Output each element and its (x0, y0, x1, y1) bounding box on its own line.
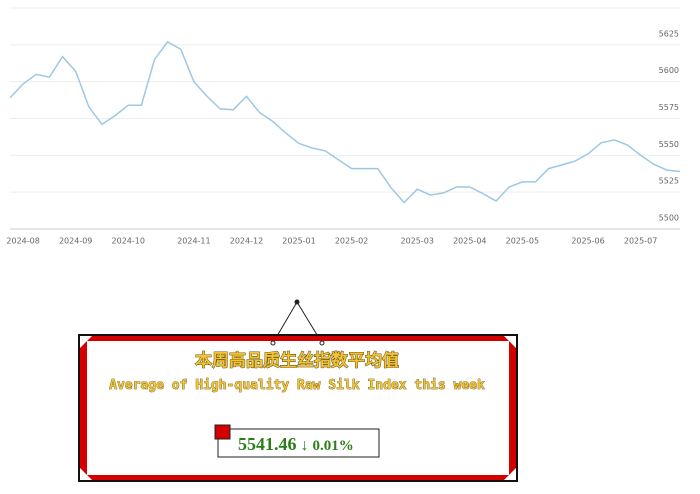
change-arrow: ↓ (301, 437, 309, 454)
y-tick-label: 5625 (659, 29, 679, 38)
x-tick-label: 2025-05 (506, 237, 539, 246)
x-tick-label: 2024-09 (59, 237, 92, 246)
hanger-hole (270, 340, 276, 346)
x-tick-label: 2025-02 (335, 237, 368, 246)
x-tick-label: 2024-11 (177, 237, 210, 246)
x-tick-label: 2025-04 (453, 237, 486, 246)
corner (80, 336, 92, 348)
y-tick-label: 5550 (659, 140, 679, 149)
value-line: 5541.46 ↓ 0.01% (238, 434, 354, 454)
corner (80, 468, 92, 480)
y-tick-label: 5575 (659, 103, 679, 112)
value-box (217, 428, 380, 458)
line-series (9, 40, 681, 204)
x-tick-label: 2024-10 (112, 237, 145, 246)
value-icon (214, 424, 231, 440)
hanger-hole (319, 340, 325, 346)
x-tick-label: 2025-03 (401, 237, 434, 246)
corner (504, 336, 516, 348)
x-tick-label: 2025-01 (282, 237, 315, 246)
y-tick-label: 5500 (659, 214, 679, 223)
index-value: 5541.46 (238, 434, 297, 454)
x-tick-label: 2025-06 (571, 237, 604, 246)
x-tick-label: 2024-08 (6, 237, 39, 246)
change-value: 0.01% (313, 438, 354, 454)
y-tick-label: 5600 (659, 66, 679, 75)
panel-subtitle: Average of High-quality Raw Silk Index t… (109, 378, 485, 393)
panel-title: 本周高品质生丝指数平均值 (195, 350, 399, 371)
x-tick-label: 2025-07 (624, 237, 657, 246)
y-tick-label: 5525 (659, 177, 679, 186)
hanger-pin (294, 299, 300, 305)
corner (504, 468, 516, 480)
x-tick-label: 2024-12 (230, 237, 263, 246)
